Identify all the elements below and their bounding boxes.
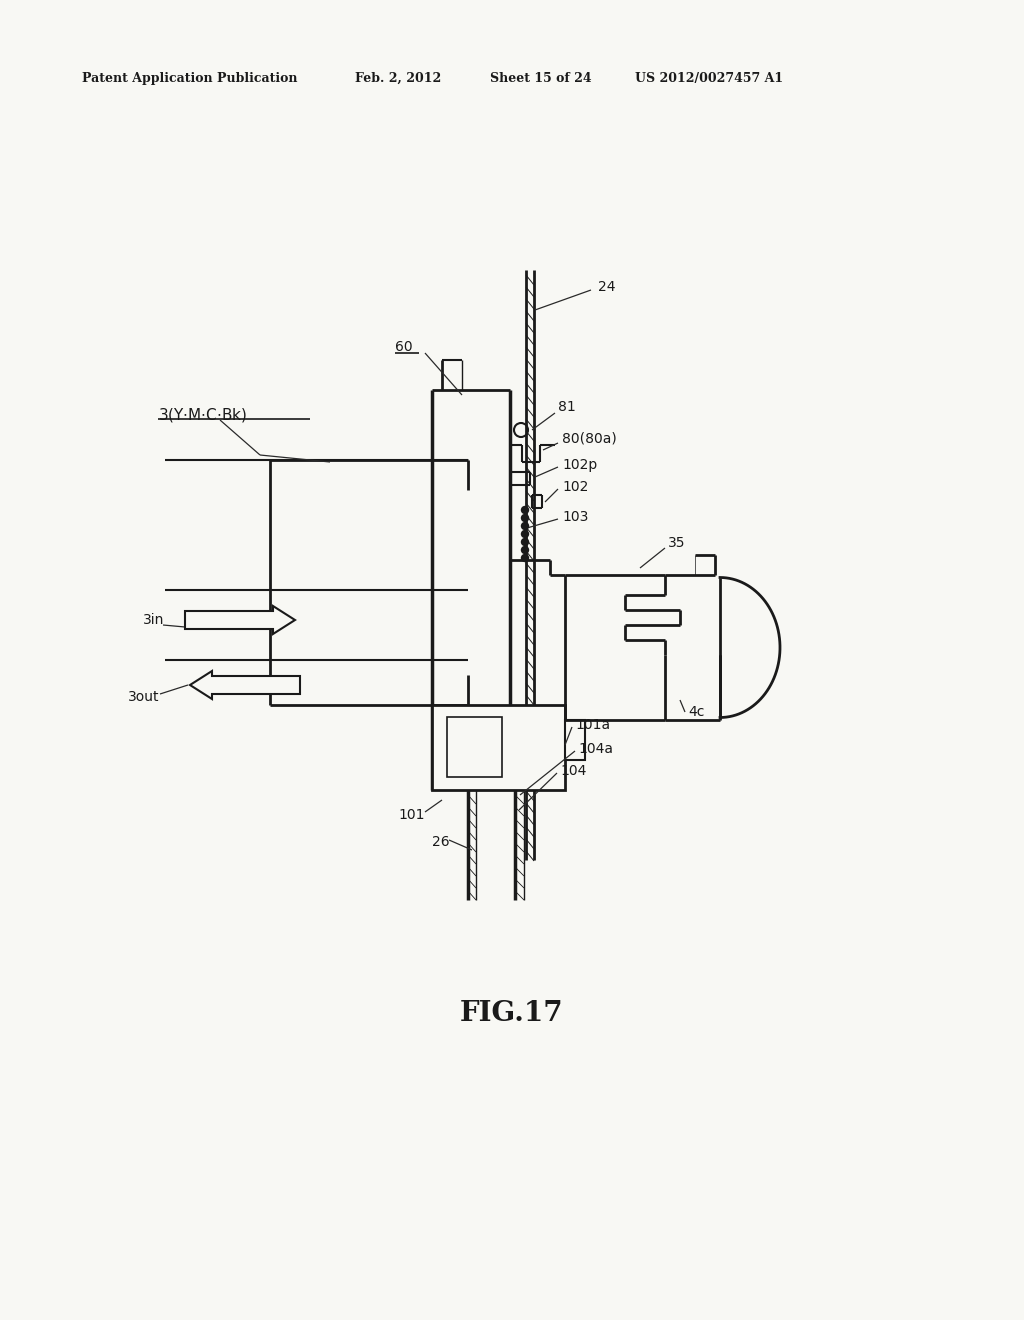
Circle shape [521,554,528,561]
Text: 60: 60 [395,341,413,354]
Text: 101a: 101a [575,718,610,733]
Circle shape [521,531,528,537]
Text: 3(Y$\cdot$M$\cdot$C$\cdot$Bk): 3(Y$\cdot$M$\cdot$C$\cdot$Bk) [158,407,247,424]
FancyArrow shape [185,606,295,634]
Text: US 2012/0027457 A1: US 2012/0027457 A1 [635,73,783,84]
Circle shape [521,515,528,521]
Text: 102p: 102p [562,458,597,473]
Text: 102: 102 [562,480,589,494]
Text: 80(80a): 80(80a) [562,432,616,446]
Bar [432,705,565,789]
Bar [447,717,502,777]
Text: 4c: 4c [688,705,705,719]
Circle shape [521,523,528,529]
Text: 81: 81 [558,400,575,414]
Text: FIG.17: FIG.17 [460,1001,564,1027]
Text: 26: 26 [432,836,450,849]
FancyArrow shape [190,671,300,700]
Text: 101: 101 [398,808,425,822]
Text: 35: 35 [668,536,685,550]
Circle shape [521,546,528,553]
Circle shape [521,507,528,513]
Text: 104: 104 [560,764,587,777]
Circle shape [521,539,528,545]
Text: 3out: 3out [128,690,160,704]
Text: 24: 24 [598,280,615,294]
Bar [565,719,585,760]
Text: 104a: 104a [578,742,613,756]
Text: 3in: 3in [143,612,165,627]
Text: 103: 103 [562,510,589,524]
Text: Sheet 15 of 24: Sheet 15 of 24 [490,73,592,84]
Text: Feb. 2, 2012: Feb. 2, 2012 [355,73,441,84]
Text: Patent Application Publication: Patent Application Publication [82,73,298,84]
